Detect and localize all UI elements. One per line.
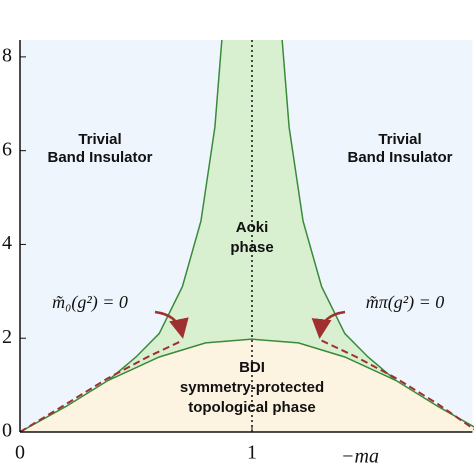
y-tick-label: 2 <box>2 326 12 348</box>
arrow <box>154 310 189 339</box>
region-label: BDI <box>239 359 265 376</box>
y-tick-label: 4 <box>2 232 12 254</box>
region-label: Trivial <box>78 131 121 148</box>
region-label: topological phase <box>188 399 316 416</box>
phase-boundary <box>107 39 223 381</box>
region-label: Band Insulator <box>347 149 452 166</box>
dashed-curve <box>19 339 183 433</box>
region-label: symmetry-protected <box>180 379 324 396</box>
x-axis-label: −ma <box>341 446 379 468</box>
annotation: m̃π(g²) = 0 <box>366 292 445 313</box>
x-tick-label: 1 <box>247 442 257 464</box>
bdi-region <box>20 339 474 432</box>
region-label: Aoki <box>236 219 269 236</box>
region-label: phase <box>230 239 273 256</box>
region-label: Trivial <box>378 131 421 148</box>
dashed-curve <box>321 339 474 431</box>
phase-boundary <box>281 39 397 381</box>
annotation: m̃₀(g²) = 0 <box>52 292 128 313</box>
y-tick-label: 6 <box>2 138 12 160</box>
region-label: Band Insulator <box>47 149 152 166</box>
phase-boundary <box>19 338 474 433</box>
y-tick-label: 0 <box>2 420 12 442</box>
x-tick-label: 0 <box>15 442 25 464</box>
y-tick-label: 8 <box>2 44 12 66</box>
arrow <box>311 310 346 339</box>
